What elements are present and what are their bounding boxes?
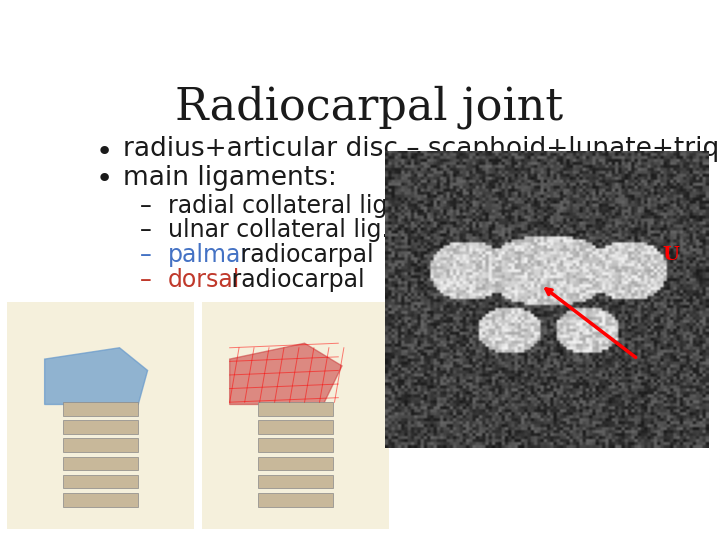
Text: U: U [662, 246, 679, 264]
Bar [258, 457, 333, 470]
Bar [63, 457, 138, 470]
Text: dorsal: dorsal [168, 268, 240, 292]
Text: •: • [96, 138, 113, 166]
Bar [63, 402, 138, 416]
Polygon shape [230, 343, 342, 404]
Bar [258, 420, 333, 434]
Bar [63, 438, 138, 452]
Text: radiocarpal: radiocarpal [224, 268, 365, 292]
Text: ulnar collateral lig. of wrist joint: ulnar collateral lig. of wrist joint [168, 218, 544, 242]
Text: –: – [140, 218, 152, 242]
Bar [258, 475, 333, 488]
Text: •: • [96, 165, 113, 193]
Text: radial collateral lig. of wrist joint: radial collateral lig. of wrist joint [168, 194, 549, 218]
Text: radiocarpal: radiocarpal [233, 243, 373, 267]
Bar [63, 493, 138, 507]
Text: radius+articular disc – scaphoid+lunate+triquetrum: radius+articular disc – scaphoid+lunate+… [124, 136, 720, 163]
Text: main ligaments:: main ligaments: [124, 165, 338, 191]
Bar [258, 493, 333, 507]
Text: palmar: palmar [168, 243, 251, 267]
Polygon shape [45, 348, 148, 404]
Bar [258, 402, 333, 416]
Text: –: – [140, 194, 152, 218]
Bar [63, 420, 138, 434]
Text: Radiocarpal joint: Radiocarpal joint [175, 85, 563, 129]
Bar [63, 475, 138, 488]
Bar [258, 438, 333, 452]
Text: –: – [140, 243, 152, 267]
Text: –: – [140, 268, 152, 292]
